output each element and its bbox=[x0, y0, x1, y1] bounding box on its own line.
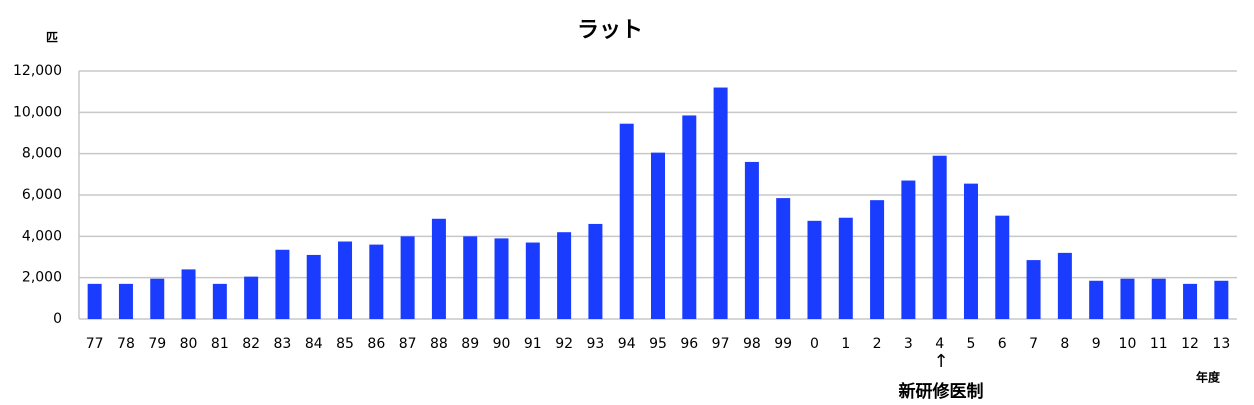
bar bbox=[181, 269, 196, 319]
x-tick-label: 94 bbox=[618, 336, 636, 352]
bar bbox=[557, 232, 572, 319]
bar bbox=[932, 155, 947, 319]
bar bbox=[87, 283, 102, 319]
bar bbox=[275, 249, 290, 319]
annotation-arrow: ↑ bbox=[933, 351, 948, 372]
x-tick-label: 81 bbox=[211, 336, 229, 352]
x-tick-label: 84 bbox=[305, 336, 323, 352]
x-tick-label: 93 bbox=[586, 336, 604, 352]
x-tick-label: 13 bbox=[1212, 336, 1230, 352]
chart-title: ラット bbox=[577, 18, 643, 43]
x-tick-label: 91 bbox=[524, 336, 542, 352]
x-tick-label: 96 bbox=[680, 336, 698, 352]
x-tick-label: 88 bbox=[430, 336, 448, 352]
x-tick-label: 7 bbox=[1029, 336, 1038, 352]
x-tick-label: 5 bbox=[967, 336, 976, 352]
bar bbox=[588, 223, 603, 319]
x-tick-label: 99 bbox=[774, 336, 792, 352]
bar bbox=[995, 215, 1010, 319]
x-tick-label: 79 bbox=[148, 336, 166, 352]
x-tick-label: 82 bbox=[242, 336, 260, 352]
bar bbox=[1026, 260, 1041, 319]
x-tick-label: 98 bbox=[743, 336, 761, 352]
bar bbox=[1151, 278, 1166, 319]
bar bbox=[306, 254, 321, 319]
x-axis-label: 年度 bbox=[1196, 370, 1221, 385]
x-tick-label: 95 bbox=[649, 336, 667, 352]
y-tick-label: 4,000 bbox=[22, 228, 62, 244]
x-tick-label: 86 bbox=[367, 336, 385, 352]
bar bbox=[525, 242, 540, 319]
bar bbox=[619, 123, 634, 319]
x-tick-label: 8 bbox=[1060, 336, 1069, 352]
x-tick-label: 92 bbox=[555, 336, 573, 352]
y-tick-label: 6,000 bbox=[22, 187, 62, 203]
x-tick-label: 78 bbox=[117, 336, 135, 352]
bar bbox=[651, 152, 665, 319]
bar bbox=[463, 236, 478, 319]
bar bbox=[838, 217, 853, 319]
bar bbox=[1057, 252, 1072, 319]
y-tick-label: 8,000 bbox=[22, 146, 62, 162]
x-tick-label: 11 bbox=[1150, 336, 1168, 352]
bar bbox=[338, 241, 353, 319]
x-tick-label: 10 bbox=[1119, 336, 1137, 352]
bar bbox=[212, 283, 227, 319]
x-tick-label: 77 bbox=[86, 336, 104, 352]
x-tick-label: 90 bbox=[493, 336, 511, 352]
x-tick-label: 9 bbox=[1092, 336, 1101, 352]
bar bbox=[1120, 278, 1135, 319]
x-tick-label: 6 bbox=[998, 336, 1007, 352]
x-tick-label: 2 bbox=[873, 336, 882, 352]
bar bbox=[431, 218, 446, 319]
x-tick-label: 0 bbox=[810, 336, 819, 352]
x-tick-label: 3 bbox=[904, 336, 913, 352]
x-tick-label: 97 bbox=[712, 336, 730, 352]
bar bbox=[118, 283, 133, 319]
bar bbox=[150, 278, 165, 319]
bar bbox=[776, 198, 791, 319]
bar bbox=[1214, 280, 1229, 319]
y-axis-label: 匹 bbox=[46, 31, 58, 45]
bar bbox=[400, 236, 415, 319]
x-tick-label: 12 bbox=[1181, 336, 1199, 352]
bar bbox=[682, 115, 697, 319]
bar bbox=[963, 183, 978, 319]
bar bbox=[744, 161, 759, 319]
x-tick-label: 4 bbox=[935, 336, 944, 352]
y-tick-label: 12,000 bbox=[13, 63, 62, 79]
bar bbox=[369, 244, 384, 319]
x-tick-label: 80 bbox=[180, 336, 198, 352]
bar bbox=[1183, 283, 1198, 319]
bar bbox=[901, 180, 916, 319]
x-tick-label: 83 bbox=[274, 336, 292, 352]
bar bbox=[870, 200, 885, 319]
bar bbox=[807, 220, 822, 319]
bar bbox=[713, 87, 728, 320]
x-tick-label: 85 bbox=[336, 336, 354, 352]
x-tick-label: 1 bbox=[841, 336, 850, 352]
y-tick-label: 10,000 bbox=[13, 104, 62, 120]
x-tick-label: 89 bbox=[461, 336, 479, 352]
y-tick-label: 0 bbox=[53, 311, 62, 327]
y-tick-label: 2,000 bbox=[22, 270, 62, 286]
bar bbox=[244, 276, 259, 319]
bar bbox=[1089, 280, 1104, 319]
annotation-text: 新研修医制 bbox=[899, 381, 984, 402]
x-tick-label: 87 bbox=[399, 336, 417, 352]
bar bbox=[494, 238, 509, 319]
